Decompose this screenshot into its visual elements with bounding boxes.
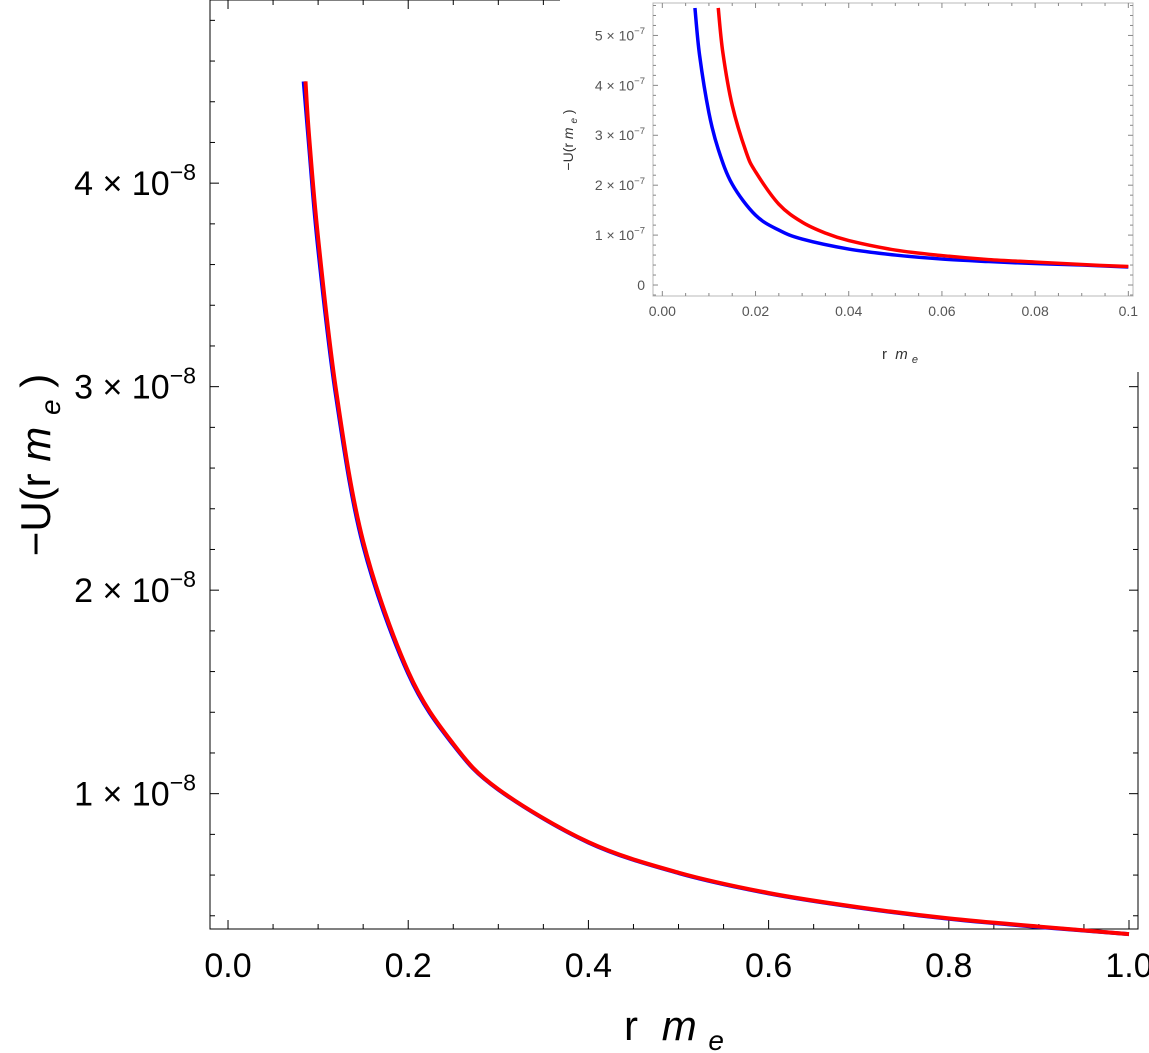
main-y-axis-label-close: ) xyxy=(12,374,59,388)
inset-y-tick-mantissa: 3 xyxy=(595,127,603,143)
inset-x-axis-label: r m e xyxy=(882,346,918,366)
inset-y-axis-label: −U(r m e ) xyxy=(560,109,580,170)
inset-y-tick-times: × 10 xyxy=(603,127,635,143)
main-y-tick-label: 3 × 10−8 xyxy=(74,362,196,406)
inset-y-tick-times: × 10 xyxy=(603,27,635,43)
inset-y-tick-exponent: −7 xyxy=(634,76,645,87)
main-y-axis-label-prefix: −U(r xyxy=(12,462,59,557)
main-x-axis-label: r m e xyxy=(624,1002,724,1053)
main-y-tick-times: × 10 xyxy=(93,776,170,814)
main-x-tick-label: 1.0 xyxy=(1105,947,1149,985)
inset-plot-background xyxy=(560,0,1140,372)
inset-y-tick-label: 5 × 10−7 xyxy=(595,26,645,43)
main-y-tick-times: × 10 xyxy=(93,165,170,203)
main-y-tick-exponent: −8 xyxy=(170,566,196,592)
main-y-tick-exponent: −8 xyxy=(170,362,196,388)
inset-y-tick-label: 2 × 10−7 xyxy=(595,176,645,193)
inset-y-tick-times: × 10 xyxy=(603,177,635,193)
inset-y-tick-mantissa: 1 xyxy=(595,227,603,243)
main-y-axis-label-subscript: e xyxy=(35,399,66,415)
inset-x-axis-label-r: r xyxy=(882,346,887,363)
main-x-axis-label-subscript: e xyxy=(708,1025,724,1053)
main-y-tick-exponent: −8 xyxy=(170,159,196,185)
inset-y-axis-label-close: ) xyxy=(560,109,576,114)
inset-x-axis-label-m: m xyxy=(895,346,908,363)
inset-y-tick-mantissa: 4 xyxy=(595,77,603,93)
inset-plot-frame xyxy=(652,2,1134,297)
inset-x-tick-label: 0.02 xyxy=(742,303,769,319)
main-y-tick-mantissa: 3 xyxy=(74,369,93,407)
main-y-tick-label: 2 × 10−8 xyxy=(74,566,196,610)
inset-y-axis-label-subscript: e xyxy=(569,118,580,124)
inset-y-tick-times: × 10 xyxy=(603,227,635,243)
inset-x-tick-label: 0.1 xyxy=(1119,303,1139,319)
main-series-2-line xyxy=(303,81,1130,937)
inset-x-tick-label: 0.04 xyxy=(835,303,862,319)
inset-y-tick-mantissa: 5 xyxy=(595,27,603,43)
inset-y-axis-label-m: m xyxy=(560,127,576,139)
main-x-tick-label: 0.4 xyxy=(565,947,612,985)
main-y-tick-mantissa: 1 xyxy=(74,776,93,814)
inset-y-tick-times: × 10 xyxy=(603,77,635,93)
inset-y-tick-mantissa: 0 xyxy=(637,277,645,293)
main-y-tick-times: × 10 xyxy=(93,369,170,407)
inset-y-tick-exponent: −7 xyxy=(634,176,645,187)
main-x-tick-label: 0.6 xyxy=(745,947,792,985)
inset-plot-series xyxy=(693,7,1129,269)
main-x-tick-label: 0.2 xyxy=(385,947,432,985)
main-x-axis-label-m: m xyxy=(662,1002,697,1049)
inset-y-tick-label: 0 xyxy=(637,277,645,293)
inset-series-2-line xyxy=(716,7,1129,269)
main-plot: 0.0 0.2 0.4 0.6 0.8 1.01 × 10−82 × 10−83 × 10… xyxy=(12,0,1149,1053)
inset-y-tick-exponent: −7 xyxy=(634,226,645,237)
main-plot-ticks: 0.0 0.2 0.4 0.6 0.8 1.01 × 10−82 × 10−83 × 10… xyxy=(74,0,1149,985)
main-y-tick-label: 1 × 10−8 xyxy=(74,769,196,813)
main-y-axis-label: −U(r m e ) xyxy=(12,374,69,556)
inset-y-tick-exponent: −7 xyxy=(634,126,645,137)
inset-x-tick-label: 0.08 xyxy=(1022,303,1049,319)
inset-y-tick-exponent: −7 xyxy=(634,26,645,37)
inset-y-axis-label-prefix: −U(r xyxy=(560,139,576,171)
main-y-tick-label: 4 × 10−8 xyxy=(74,159,196,203)
inset-x-tick-label: 0.00 xyxy=(649,303,676,319)
main-x-tick-label: 0.8 xyxy=(925,947,972,985)
inset-y-tick-label: 4 × 10−7 xyxy=(595,76,645,93)
main-y-axis-label-m: m xyxy=(12,427,59,462)
main-plot-series xyxy=(301,81,1130,937)
main-y-tick-mantissa: 4 xyxy=(74,165,93,203)
main-y-tick-times: × 10 xyxy=(93,572,170,610)
inset-x-tick-label: 0.06 xyxy=(928,303,955,319)
inset-plot-ticks: 0.00 0.02 0.04 0.06 0.08 0.101 × 10−72 × 10−7… xyxy=(595,3,1138,319)
inset-plot: 0.00 0.02 0.04 0.06 0.08 0.101 × 10−72 × 10−7… xyxy=(560,0,1140,372)
inset-y-tick-mantissa: 2 xyxy=(595,177,603,193)
main-y-tick-mantissa: 2 xyxy=(74,572,93,610)
main-x-tick-label: 0.0 xyxy=(204,947,251,985)
inset-y-tick-label: 3 × 10−7 xyxy=(595,126,645,143)
inset-y-tick-label: 1 × 10−7 xyxy=(595,226,645,243)
inset-x-axis-label-subscript: e xyxy=(912,354,918,366)
main-x-axis-label-r: r xyxy=(624,1002,638,1049)
main-plot-frame xyxy=(209,0,1139,930)
main-y-tick-exponent: −8 xyxy=(170,769,196,795)
